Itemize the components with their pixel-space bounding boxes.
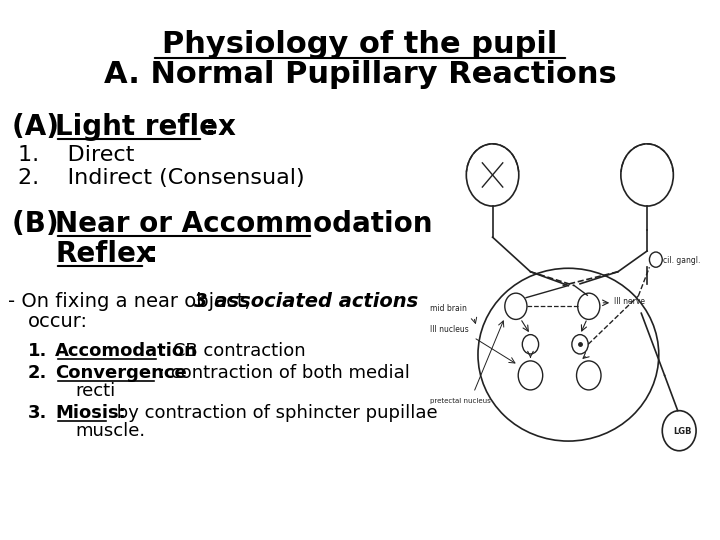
Text: Near or Accommodation: Near or Accommodation: [55, 210, 433, 238]
Text: mid brain: mid brain: [430, 305, 467, 314]
Text: A. Normal Pupillary Reactions: A. Normal Pupillary Reactions: [104, 60, 616, 89]
Text: 2.: 2.: [28, 364, 48, 382]
Text: cil. gangl.: cil. gangl.: [663, 256, 701, 265]
Text: : CB contraction: : CB contraction: [161, 342, 305, 360]
Text: :: :: [147, 240, 158, 268]
Text: 3 associated actions: 3 associated actions: [194, 292, 418, 311]
Text: - On fixing a near object,: - On fixing a near object,: [8, 292, 257, 311]
Text: occur:: occur:: [28, 312, 88, 331]
Text: pretectal nucleus: pretectal nucleus: [430, 398, 490, 404]
Text: (A): (A): [12, 113, 68, 141]
Text: :: :: [205, 113, 216, 141]
Text: 3.: 3.: [28, 404, 48, 422]
Text: 1.: 1.: [28, 342, 48, 360]
Text: LGB: LGB: [672, 427, 691, 436]
Text: recti: recti: [75, 382, 115, 400]
Text: : contraction of both medial: : contraction of both medial: [159, 364, 410, 382]
Text: muscle.: muscle.: [75, 422, 145, 440]
Text: (B): (B): [12, 210, 68, 238]
Text: Accomodation: Accomodation: [55, 342, 198, 360]
Text: Miosis:: Miosis:: [55, 404, 126, 422]
Text: Physiology of the pupil: Physiology of the pupil: [162, 30, 558, 59]
Text: III nucleus: III nucleus: [430, 325, 469, 334]
Text: by contraction of sphincter pupillae: by contraction of sphincter pupillae: [111, 404, 438, 422]
Text: 1.    Direct: 1. Direct: [18, 145, 135, 165]
Text: Light reflex: Light reflex: [55, 113, 236, 141]
Text: Reflex: Reflex: [55, 240, 154, 268]
Text: III nerve: III nerve: [613, 297, 644, 306]
Text: 2.    Indirect (Consensual): 2. Indirect (Consensual): [18, 168, 305, 188]
Text: Convergence: Convergence: [55, 364, 186, 382]
